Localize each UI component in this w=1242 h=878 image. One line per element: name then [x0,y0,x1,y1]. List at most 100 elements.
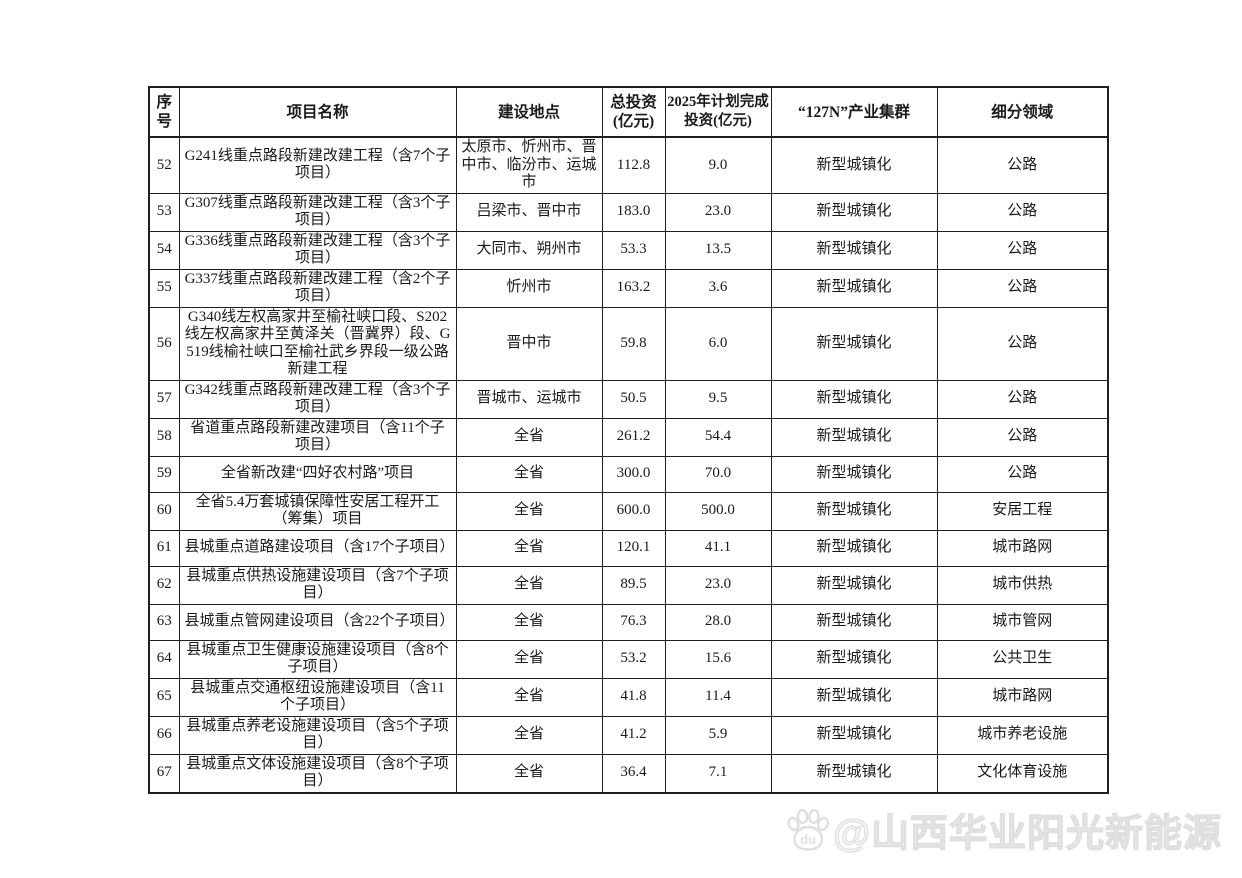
industry-cluster-cell: 新型城镇化 [770,306,938,381]
project-name-cell: G307线重点路段新建改建工程（含3个子项目） [178,192,457,232]
table-row: 53 G307线重点路段新建改建工程（含3个子项目） 吕梁市、晋中市 183.0… [148,192,1109,232]
industry-cluster-cell: 新型城镇化 [770,379,938,419]
project-name-cell: 县城重点供热设施建设项目（含7个子项目） [178,565,457,605]
industry-cluster-cell: 新型城镇化 [770,417,938,457]
table-header-row: 序号 项目名称 建设地点 总投资(亿元) 2025年计划完成投资(亿元) “12… [148,86,1109,138]
table-row: 52 G241线重点路段新建改建工程（含7个子项目） 太原市、忻州市、晋中市、临… [148,136,1109,194]
row-serial-number: 54 [148,230,180,270]
row-serial-number: 64 [148,639,180,679]
subdivision-field-cell: 城市供热 [936,565,1109,605]
total-investment-cell: 89.5 [601,565,666,605]
baidu-paw-icon: du [787,808,830,851]
project-name-cell: 县城重点文体设施建设项目（含8个子项目） [178,753,457,793]
construction-location-cell: 全省 [455,529,603,567]
row-serial-number: 58 [148,417,180,457]
construction-location-cell: 全省 [455,565,603,605]
construction-location-cell: 晋中市 [455,306,603,381]
industry-cluster-cell: 新型城镇化 [770,268,938,308]
total-investment-cell: 53.2 [601,639,666,679]
row-serial-number: 57 [148,379,180,419]
total-investment-cell: 36.4 [601,753,666,793]
subdivision-field-cell: 公共卫生 [936,639,1109,679]
subdivision-field-cell: 城市路网 [936,677,1109,717]
project-name-cell: 省道重点路段新建改建项目（含11个子项目） [178,417,457,457]
industry-cluster-cell: 新型城镇化 [770,603,938,641]
row-serial-number: 60 [148,491,180,531]
total-investment-cell: 163.2 [601,268,666,308]
project-name-cell: 全省5.4万套城镇保障性安居工程开工（筹集）项目 [178,491,457,531]
planned-investment-cell: 6.0 [664,306,772,381]
project-name-cell: G337线重点路段新建改建工程（含2个子项目） [178,268,457,308]
planned-investment-cell: 5.9 [664,715,772,755]
table-row: 65 县城重点交通枢纽设施建设项目（含11个子项目） 全省 41.8 11.4 … [148,677,1109,717]
project-name-cell: 县城重点养老设施建设项目（含5个子项目） [178,715,457,755]
total-investment-cell: 53.3 [601,230,666,270]
subdivision-field-cell: 公路 [936,230,1109,270]
subdivision-field-cell: 公路 [936,136,1109,194]
planned-investment-cell: 9.5 [664,379,772,419]
row-serial-number: 62 [148,565,180,605]
industry-cluster-cell: 新型城镇化 [770,192,938,232]
header-planned-investment-2025: 2025年计划完成投资(亿元) [664,86,772,138]
project-name-cell: 全省新改建“四好农村路”项目 [178,455,457,493]
subdivision-field-cell: 公路 [936,192,1109,232]
header-total-investment: 总投资(亿元) [601,86,666,138]
total-investment-cell: 600.0 [601,491,666,531]
table-row: 67 县城重点文体设施建设项目（含8个子项目） 全省 36.4 7.1 新型城镇… [148,753,1109,793]
project-name-cell: G342线重点路段新建改建工程（含3个子项目） [178,379,457,419]
row-serial-number: 65 [148,677,180,717]
total-investment-cell: 120.1 [601,529,666,567]
row-serial-number: 59 [148,455,180,493]
project-name-cell: 县城重点卫生健康设施建设项目（含8个子项目） [178,639,457,679]
watermark-text: @山西华业阳光新能源 [832,812,1222,855]
subdivision-field-cell: 公路 [936,417,1109,457]
planned-investment-cell: 28.0 [664,603,772,641]
table-row: 66 县城重点养老设施建设项目（含5个子项目） 全省 41.2 5.9 新型城镇… [148,715,1109,755]
planned-investment-cell: 23.0 [664,192,772,232]
total-investment-cell: 112.8 [601,136,666,194]
row-serial-number: 61 [148,529,180,567]
row-serial-number: 52 [148,136,180,194]
table-row: 54 G336线重点路段新建改建工程（含3个子项目） 大同市、朔州市 53.3 … [148,230,1109,270]
total-investment-cell: 41.2 [601,715,666,755]
header-construction-location: 建设地点 [455,86,603,138]
header-project-name: 项目名称 [178,86,457,138]
project-name-cell: 县城重点道路建设项目（含17个子项目） [178,529,457,567]
projects-table-body: 52 G241线重点路段新建改建工程（含7个子项目） 太原市、忻州市、晋中市、临… [148,136,1109,793]
construction-location-cell: 全省 [455,417,603,457]
total-investment-cell: 300.0 [601,455,666,493]
header-serial-number: 序号 [148,86,180,138]
row-serial-number: 56 [148,306,180,381]
industry-cluster-cell: 新型城镇化 [770,565,938,605]
table-row: 56 G340线左权高家井至榆社峡口段、S202线左权高家井至黄泽关（晋冀界）段… [148,306,1109,381]
subdivision-field-cell: 公路 [936,379,1109,419]
planned-investment-cell: 41.1 [664,529,772,567]
subdivision-field-cell: 文化体育设施 [936,753,1109,793]
industry-cluster-cell: 新型城镇化 [770,230,938,270]
total-investment-cell: 50.5 [601,379,666,419]
project-name-cell: 县城重点管网建设项目（含22个子项目） [178,603,457,641]
industry-cluster-cell: 新型城镇化 [770,529,938,567]
construction-location-cell: 大同市、朔州市 [455,230,603,270]
construction-location-cell: 全省 [455,639,603,679]
table-row: 60 全省5.4万套城镇保障性安居工程开工（筹集）项目 全省 600.0 500… [148,491,1109,531]
construction-location-cell: 太原市、忻州市、晋中市、临汾市、运城市 [455,136,603,194]
total-investment-cell: 261.2 [601,417,666,457]
row-serial-number: 67 [148,753,180,793]
construction-location-cell: 晋城市、运城市 [455,379,603,419]
industry-cluster-cell: 新型城镇化 [770,136,938,194]
header-industry-cluster: “127N”产业集群 [770,86,938,138]
project-name-cell: G340线左权高家井至榆社峡口段、S202线左权高家井至黄泽关（晋冀界）段、G5… [178,306,457,381]
table-row: 57 G342线重点路段新建改建工程（含3个子项目） 晋城市、运城市 50.5 … [148,379,1109,419]
planned-investment-cell: 23.0 [664,565,772,605]
industry-cluster-cell: 新型城镇化 [770,639,938,679]
planned-investment-cell: 13.5 [664,230,772,270]
construction-location-cell: 全省 [455,455,603,493]
row-serial-number: 53 [148,192,180,232]
table-row: 61 县城重点道路建设项目（含17个子项目） 全省 120.1 41.1 新型城… [148,529,1109,567]
planned-investment-cell: 3.6 [664,268,772,308]
construction-location-cell: 吕梁市、晋中市 [455,192,603,232]
row-serial-number: 66 [148,715,180,755]
subdivision-field-cell: 公路 [936,268,1109,308]
